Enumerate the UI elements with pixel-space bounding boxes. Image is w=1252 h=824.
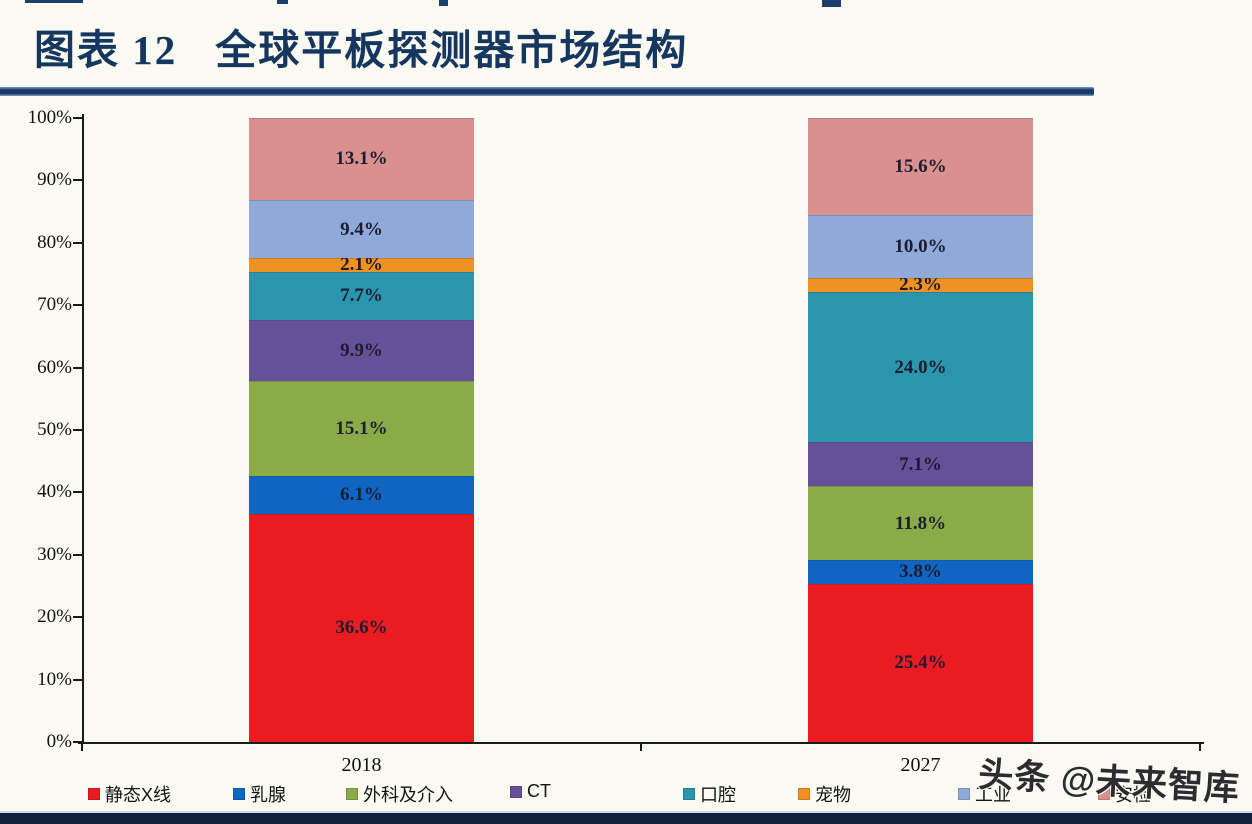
segment-value-label: 6.1%	[340, 484, 383, 506]
bar-segment: 24.0%	[808, 292, 1033, 442]
legend-item: 静态X线	[88, 781, 171, 807]
legend-label: 宠物	[815, 785, 851, 805]
segment-value-label: 7.7%	[340, 285, 383, 307]
y-tick-label: 80%	[37, 231, 72, 253]
x-tick	[1199, 744, 1201, 751]
title-underline	[0, 87, 1094, 96]
bar-segment: 2.1%	[249, 254, 474, 275]
bar-segment: 15.6%	[808, 118, 1033, 216]
x-axis	[78, 742, 1204, 744]
bar-segment: 13.1%	[249, 118, 474, 200]
y-tick-label: 60%	[37, 356, 72, 378]
y-tick-label: 90%	[37, 169, 72, 191]
bar-segment: 36.6%	[249, 513, 474, 742]
bar-segment: 2.3%	[808, 274, 1033, 295]
legend-swatch	[233, 788, 245, 800]
cropped-text-fragment	[822, 0, 841, 7]
x-category-label: 2027	[900, 754, 941, 776]
legend-label: 静态X线	[105, 785, 172, 805]
x-category-label: 2018	[341, 754, 382, 776]
bar-segment: 10.0%	[808, 215, 1033, 278]
legend-item: 工业	[958, 781, 1011, 807]
y-tick-label: 100%	[27, 107, 72, 128]
legend-label: 乳腺	[250, 785, 286, 805]
y-axis	[82, 114, 84, 744]
legend-swatch	[346, 788, 358, 800]
y-tick	[73, 616, 82, 619]
bar-segment: 3.8%	[808, 559, 1033, 584]
stacked-bar: 36.6% 6.1% 15.1% 9.9% 7.7% 2.1% 9.4% 13.1%	[249, 118, 474, 742]
legend-item: 宠物	[798, 781, 851, 807]
y-tick	[73, 678, 82, 681]
y-tick-label: 50%	[37, 419, 72, 440]
y-tick	[73, 304, 82, 307]
y-tick	[73, 741, 82, 743]
segment-value-label: 10.0%	[894, 236, 947, 258]
legend-item: 安检	[1098, 781, 1151, 807]
x-tick	[640, 744, 642, 751]
cropped-text-fragment	[25, 0, 83, 3]
cropped-text-fragment	[439, 0, 448, 6]
bar-segment: 7.1%	[808, 441, 1033, 487]
y-tick-label: 30%	[37, 543, 72, 565]
segment-value-label: 15.6%	[894, 156, 947, 178]
figure-title: 图表 12 全球平板探测器市场结构	[34, 16, 688, 76]
legend-label: 安检	[1115, 785, 1151, 805]
y-tick	[73, 366, 82, 369]
figure-number: 图表 12	[34, 27, 178, 73]
legend-item: 口腔	[683, 781, 736, 807]
segment-value-label: 13.1%	[335, 148, 388, 170]
bar-segment: 25.4%	[808, 583, 1033, 742]
legend-item: 乳腺	[233, 781, 286, 807]
legend-swatch	[510, 785, 522, 798]
legend-swatch	[798, 788, 810, 800]
y-tick-label: 0%	[46, 731, 72, 752]
y-tick	[73, 491, 82, 494]
segment-value-label: 3.8%	[899, 561, 942, 583]
y-tick	[73, 117, 82, 119]
legend-label: CT	[527, 781, 551, 801]
y-tick	[73, 553, 82, 556]
y-tick-label: 70%	[37, 294, 72, 316]
segment-value-label: 24.0%	[894, 356, 947, 378]
legend-swatch	[683, 788, 695, 800]
y-tick-label: 20%	[37, 606, 72, 628]
segment-value-label: 25.4%	[894, 652, 947, 674]
y-tick-label: 40%	[37, 481, 72, 503]
x-tick	[81, 744, 83, 751]
segment-value-label: 11.8%	[894, 512, 947, 534]
y-tick	[73, 179, 82, 182]
y-tick-label: 10%	[37, 668, 72, 690]
legend-item: CT	[510, 781, 551, 802]
bar-segment: 7.7%	[249, 271, 474, 320]
legend-swatch	[1098, 788, 1110, 800]
segment-value-label: 15.1%	[335, 417, 388, 439]
legend-swatch	[958, 788, 970, 800]
legend-item: 外科及介入	[346, 781, 453, 807]
stacked-bar: 25.4% 3.8% 11.8% 7.1% 24.0% 2.3% 10.0% 15.6%	[808, 118, 1033, 742]
legend-label: 工业	[975, 785, 1011, 805]
bar-segment: 9.4%	[249, 199, 474, 259]
bottom-bar	[0, 811, 1252, 824]
legend-label: 口腔	[700, 785, 736, 805]
segment-value-label: 9.4%	[340, 218, 383, 240]
bar-segment: 11.8%	[808, 486, 1033, 560]
legend-label: 外科及介入	[363, 785, 453, 805]
figure-title-text: 全球平板探测器市场结构	[215, 27, 689, 73]
y-tick	[73, 429, 82, 431]
bar-segment: 6.1%	[249, 475, 474, 514]
segment-value-label: 9.9%	[340, 339, 383, 361]
segment-value-label: 7.1%	[899, 453, 942, 475]
bar-segment: 15.1%	[249, 381, 474, 476]
legend-swatch	[88, 788, 100, 800]
cropped-text-fragment	[277, 0, 288, 4]
segment-value-label: 36.6%	[335, 617, 388, 639]
y-tick	[73, 241, 82, 244]
bar-segment: 9.9%	[249, 319, 474, 382]
